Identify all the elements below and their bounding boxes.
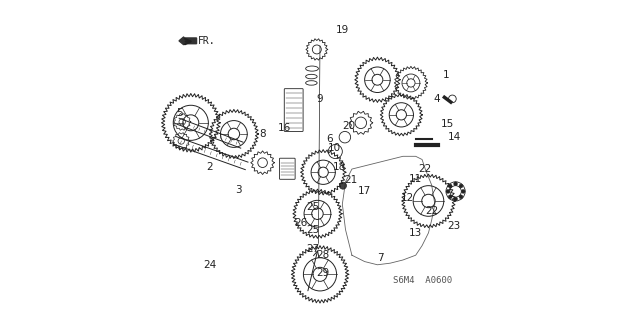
- Text: 25: 25: [307, 202, 319, 212]
- FancyArrow shape: [179, 37, 196, 45]
- Text: 7: 7: [378, 253, 384, 263]
- Text: 21: 21: [344, 175, 357, 185]
- Text: 18: 18: [333, 162, 346, 173]
- Text: 16: 16: [278, 122, 292, 133]
- Text: 8: 8: [259, 129, 266, 139]
- Text: 4: 4: [433, 94, 440, 104]
- Text: 9: 9: [317, 94, 323, 104]
- Circle shape: [459, 184, 463, 188]
- Text: 6: 6: [326, 134, 333, 144]
- Text: 22: 22: [419, 164, 432, 174]
- Text: 25: 25: [307, 225, 319, 235]
- Text: 17: 17: [358, 186, 371, 197]
- Text: S6M4  A0600: S6M4 A0600: [392, 276, 452, 285]
- Text: 27: 27: [307, 244, 319, 254]
- Text: 19: 19: [336, 25, 349, 35]
- Text: 13: 13: [409, 228, 422, 238]
- Text: 1: 1: [443, 70, 449, 80]
- Text: 26: 26: [294, 218, 307, 228]
- Text: 20: 20: [342, 121, 355, 131]
- Text: 14: 14: [447, 132, 461, 142]
- Text: 23: 23: [447, 221, 461, 232]
- Text: 12: 12: [401, 193, 414, 203]
- Text: 29: 29: [316, 268, 329, 278]
- Text: 15: 15: [441, 119, 454, 130]
- Circle shape: [454, 197, 458, 201]
- Text: FR.: FR.: [198, 36, 216, 46]
- Text: 5: 5: [176, 108, 182, 118]
- Circle shape: [461, 189, 465, 193]
- Text: 3: 3: [236, 185, 242, 195]
- Circle shape: [448, 184, 452, 188]
- Circle shape: [459, 195, 463, 199]
- Circle shape: [446, 189, 450, 193]
- Circle shape: [454, 182, 458, 186]
- Text: 10: 10: [328, 143, 341, 153]
- Text: 24: 24: [204, 260, 216, 270]
- Text: 11: 11: [409, 174, 422, 184]
- Text: 22: 22: [425, 205, 438, 216]
- Circle shape: [448, 195, 452, 199]
- Circle shape: [339, 182, 346, 189]
- Text: 2: 2: [207, 162, 213, 173]
- Text: 28: 28: [317, 250, 330, 260]
